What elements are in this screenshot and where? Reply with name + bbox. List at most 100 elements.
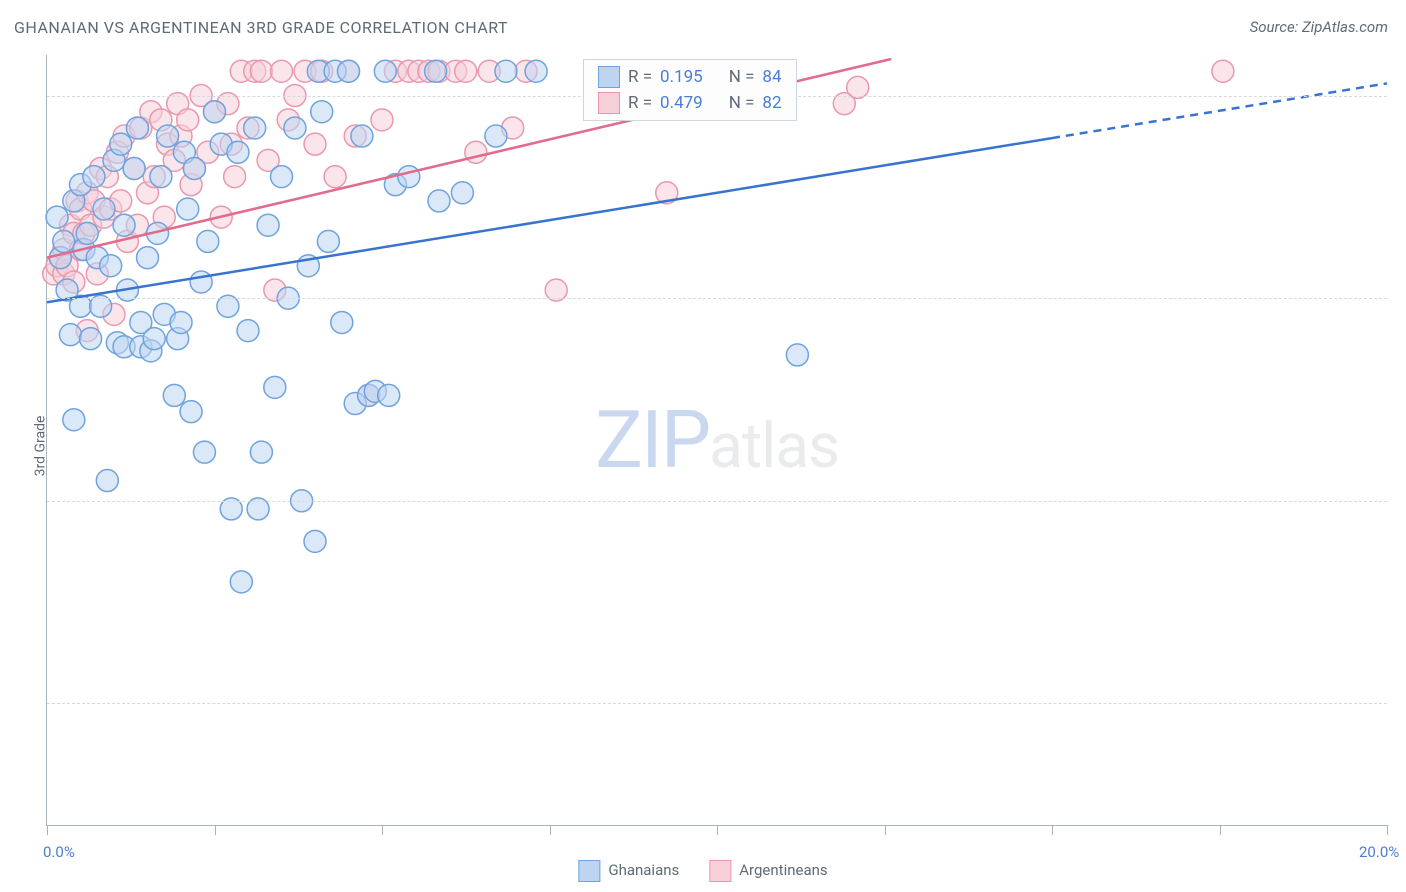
scatter-point <box>190 271 212 293</box>
scatter-point <box>425 60 447 82</box>
scatter-point <box>284 117 306 139</box>
scatter-point <box>126 117 148 139</box>
scatter-point <box>237 320 259 342</box>
scatter-point <box>230 571 252 593</box>
scatter-point <box>304 133 326 155</box>
x-tick <box>215 825 216 835</box>
legend-label: Ghanaians <box>608 861 679 879</box>
legend-item: Ghanaians <box>578 860 679 882</box>
scatter-point <box>351 125 373 147</box>
gridline <box>47 298 1387 299</box>
stat-n-value: 84 <box>762 67 781 87</box>
scatter-point <box>525 60 547 82</box>
scatter-point <box>374 60 396 82</box>
stat-r-value: 0.195 <box>660 67 703 87</box>
scatter-point <box>311 101 333 123</box>
scatter-point <box>76 222 98 244</box>
x-tick <box>1387 825 1388 835</box>
scatter-point <box>271 166 293 188</box>
gridline <box>47 703 1387 704</box>
scatter-point <box>227 141 249 163</box>
scatter-point <box>113 214 135 236</box>
scatter-point <box>59 324 81 346</box>
scatter-point <box>150 166 172 188</box>
scatter-point <box>338 60 360 82</box>
scatter-point <box>177 198 199 220</box>
plot-area: ZIPatlas 92.5%97.5%0.0%20.0%R =0.195N =8… <box>46 55 1387 826</box>
scatter-point <box>46 206 68 228</box>
legend-label: Argentineans <box>739 861 827 879</box>
scatter-point <box>137 247 159 269</box>
scatter-point <box>398 166 420 188</box>
gridline <box>47 501 1387 502</box>
stat-r-label: R = <box>628 93 652 113</box>
chart-container: GHANAIAN VS ARGENTINEAN 3RD GRADE CORREL… <box>0 0 1406 892</box>
chart-title: GHANAIAN VS ARGENTINEAN 3RD GRADE CORREL… <box>14 18 508 37</box>
scatter-point <box>224 166 246 188</box>
stat-n-value: 82 <box>762 93 781 113</box>
legend-bottom: Ghanaians Argentineans <box>578 860 827 882</box>
scatter-point <box>371 109 393 131</box>
x-tick <box>1052 825 1053 835</box>
x-tick <box>550 825 551 835</box>
scatter-point <box>100 255 122 277</box>
x-tick <box>1220 825 1221 835</box>
stat-n-label: N = <box>729 67 755 87</box>
x-tick <box>382 825 383 835</box>
scatter-point <box>177 109 199 131</box>
scatter-point <box>324 166 346 188</box>
stats-row: R = 0.195 N = 84 <box>584 64 796 90</box>
scatter-point <box>495 60 517 82</box>
scatter-point <box>250 60 272 82</box>
scatter-point <box>428 190 450 212</box>
scatter-point <box>786 344 808 366</box>
stat-r-value: 0.479 <box>660 93 703 113</box>
legend-swatch <box>598 66 620 88</box>
scatter-point <box>110 133 132 155</box>
source-label: Source: ZipAtlas.com <box>1250 18 1388 36</box>
scatter-point <box>170 311 192 333</box>
stat-r-label: R = <box>628 67 652 87</box>
x-tick-label: 0.0% <box>43 843 75 861</box>
scatter-point <box>1212 60 1234 82</box>
scatter-point <box>53 230 75 252</box>
scatter-point <box>163 384 185 406</box>
scatter-point <box>83 166 105 188</box>
scatter-point <box>123 157 145 179</box>
scatter-point <box>378 384 400 406</box>
scatter-point <box>455 60 477 82</box>
scatter-point <box>193 441 215 463</box>
scatter-point <box>465 141 487 163</box>
scatter-point <box>451 182 473 204</box>
scatter-point <box>257 214 279 236</box>
scatter-point <box>204 101 226 123</box>
scatter-point <box>317 230 339 252</box>
scatter-point <box>143 328 165 350</box>
scatter-point <box>96 470 118 492</box>
scatter-point <box>80 328 102 350</box>
stats-row: R = 0.479 N = 82 <box>584 90 796 116</box>
legend-swatch <box>578 860 600 882</box>
legend-swatch <box>709 860 731 882</box>
scatter-point <box>271 60 293 82</box>
x-tick <box>47 825 48 835</box>
scatter-point <box>331 311 353 333</box>
scatter-point <box>157 125 179 147</box>
legend-item: Argentineans <box>709 860 827 882</box>
scatter-point <box>485 125 507 147</box>
x-tick <box>717 825 718 835</box>
scatter-point <box>197 230 219 252</box>
scatter-point <box>63 409 85 431</box>
scatter-point <box>250 441 272 463</box>
scatter-point <box>180 401 202 423</box>
legend-swatch <box>598 92 620 114</box>
stat-n-label: N = <box>729 93 755 113</box>
scatter-point <box>264 376 286 398</box>
scatter-point <box>183 157 205 179</box>
x-tick-label: 20.0% <box>1359 843 1399 861</box>
scatter-point <box>304 530 326 552</box>
stats-box: R = 0.195 N = 84 R = 0.479 N = 82 <box>583 59 797 121</box>
scatter-point <box>244 117 266 139</box>
trend-line-dashed <box>1052 83 1387 138</box>
scatter-point <box>93 198 115 220</box>
